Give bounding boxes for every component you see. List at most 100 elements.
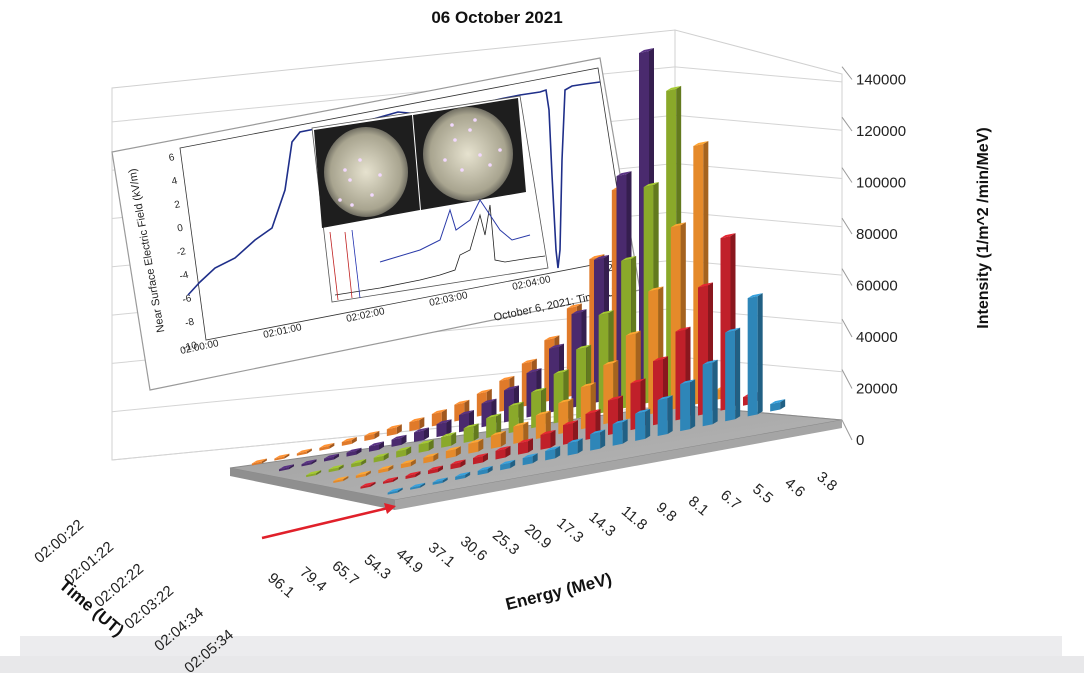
bar bbox=[463, 423, 479, 443]
bar bbox=[590, 429, 606, 451]
bar-top bbox=[653, 356, 668, 362]
bar-top bbox=[251, 458, 267, 464]
bar bbox=[346, 447, 362, 457]
bar-side bbox=[420, 482, 426, 488]
bar bbox=[410, 482, 426, 490]
photo-sparkle bbox=[468, 128, 472, 132]
bar bbox=[441, 431, 457, 448]
bar-front bbox=[522, 456, 533, 466]
energy-tick-label: 9.8 bbox=[653, 499, 680, 525]
bar-side bbox=[442, 477, 448, 483]
bar bbox=[360, 481, 376, 489]
bar-top bbox=[590, 429, 606, 435]
bar bbox=[540, 429, 556, 450]
bar-front bbox=[251, 461, 262, 466]
bar-top bbox=[463, 423, 479, 429]
bar-top bbox=[459, 409, 474, 415]
bar-side bbox=[365, 470, 371, 477]
camera-photo-2 bbox=[423, 107, 513, 201]
bar-top bbox=[725, 327, 741, 333]
bar bbox=[518, 438, 533, 455]
bar-top bbox=[386, 424, 402, 430]
bar-top bbox=[747, 293, 763, 299]
inset-y-tick: 0 bbox=[176, 223, 184, 235]
bar-top bbox=[625, 330, 641, 336]
bar-side bbox=[487, 465, 493, 474]
bar bbox=[333, 475, 349, 483]
bars-group bbox=[251, 48, 786, 495]
bar-front bbox=[400, 462, 411, 469]
energy-tick-label: 17.3 bbox=[553, 515, 586, 547]
bar-front bbox=[333, 478, 344, 483]
z-tick-mark bbox=[841, 167, 853, 183]
subpanel-trace-blue bbox=[379, 199, 531, 263]
bar-front bbox=[657, 398, 668, 436]
z-tick-mark bbox=[841, 369, 853, 389]
bar bbox=[369, 441, 384, 452]
bar-front bbox=[341, 439, 352, 446]
bar-front bbox=[383, 479, 393, 484]
bar-top bbox=[436, 419, 452, 425]
bar-side bbox=[396, 424, 402, 435]
bar bbox=[387, 487, 403, 495]
bar-top bbox=[468, 438, 484, 444]
bar-top bbox=[360, 481, 376, 487]
energy-tick-label: 11.8 bbox=[618, 503, 650, 534]
bar-front bbox=[369, 444, 379, 452]
bar-top bbox=[576, 344, 592, 350]
bar bbox=[513, 421, 529, 444]
bar bbox=[351, 458, 367, 468]
bar-top bbox=[296, 448, 312, 454]
bar bbox=[396, 446, 412, 458]
bar-top bbox=[504, 385, 519, 391]
bar-top bbox=[549, 343, 564, 349]
bar-top bbox=[680, 379, 696, 385]
bar bbox=[500, 459, 516, 471]
bar-front bbox=[450, 462, 461, 470]
bar-front bbox=[441, 434, 452, 448]
bar-side bbox=[473, 423, 479, 441]
bar bbox=[455, 471, 471, 480]
bar-top bbox=[301, 459, 317, 465]
bar bbox=[702, 359, 718, 427]
bar-side bbox=[446, 419, 452, 436]
inset-y-tick: 2 bbox=[173, 199, 181, 211]
bar bbox=[445, 446, 461, 459]
bar-top bbox=[567, 438, 583, 444]
bar-front bbox=[680, 382, 691, 432]
energy-tick-label: 5.5 bbox=[749, 481, 776, 507]
floor-left-edge bbox=[230, 468, 395, 510]
z-tick-label: 20000 bbox=[856, 381, 898, 398]
energy-tick-label: 30.6 bbox=[457, 533, 490, 565]
bar-top bbox=[720, 233, 736, 239]
bar-top bbox=[441, 431, 457, 437]
bar-top bbox=[657, 395, 673, 401]
bar-front bbox=[563, 423, 573, 445]
bar bbox=[522, 453, 538, 466]
bar-top bbox=[621, 255, 637, 261]
bar-top bbox=[670, 222, 686, 228]
bar bbox=[341, 436, 357, 446]
bar-top bbox=[391, 434, 407, 440]
bar bbox=[405, 471, 421, 480]
bar-side bbox=[505, 445, 511, 458]
bar bbox=[386, 424, 402, 437]
photo-sparkle bbox=[343, 168, 347, 172]
bar-top bbox=[598, 310, 614, 316]
bar-top bbox=[526, 368, 542, 374]
bar-top bbox=[400, 459, 416, 465]
bar-side bbox=[356, 447, 362, 455]
energy-tick-label: 4.6 bbox=[781, 475, 808, 501]
bar-top bbox=[531, 387, 547, 393]
photo-sparkle bbox=[478, 153, 482, 157]
bar-front bbox=[540, 432, 551, 450]
bar-top bbox=[355, 470, 371, 476]
bar-top bbox=[455, 471, 471, 477]
bar-top bbox=[608, 395, 623, 401]
bar-front bbox=[490, 433, 501, 449]
bar-top bbox=[364, 430, 380, 436]
bar-side bbox=[284, 453, 290, 459]
bar-top bbox=[369, 441, 384, 447]
bar-top bbox=[648, 286, 664, 292]
